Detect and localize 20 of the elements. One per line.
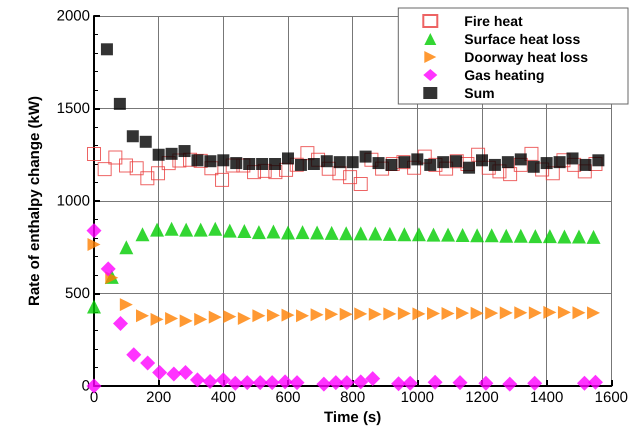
x-axis-title: Time (s) [324,408,382,426]
x-tick-label: 1000 [400,389,434,406]
x-tick-label: 600 [275,389,301,406]
y-tick-label: 500 [64,285,90,302]
legend-label: Sum [464,85,495,101]
y-tick-label: 1000 [56,192,90,210]
x-tick-label: 1200 [465,389,499,406]
x-tick-label: 200 [146,389,172,406]
y-tick-label: 1500 [56,100,90,117]
x-tick-label: 1400 [530,389,564,406]
y-tick-label: 2000 [56,8,90,24]
y-tick-label: 0 [82,378,90,394]
legend-label: Doorway heat loss [464,49,588,65]
y-axis-title: Rate of enthalpy change (kW) [26,96,43,306]
x-tick-label: 800 [340,389,366,406]
legend-label: Gas heating [464,67,544,83]
x-tick-label: 400 [210,389,236,406]
legend-label: Fire heat [464,13,523,29]
legend-label: Surface heat loss [464,31,580,47]
x-tick-label: 1600 [594,389,628,406]
